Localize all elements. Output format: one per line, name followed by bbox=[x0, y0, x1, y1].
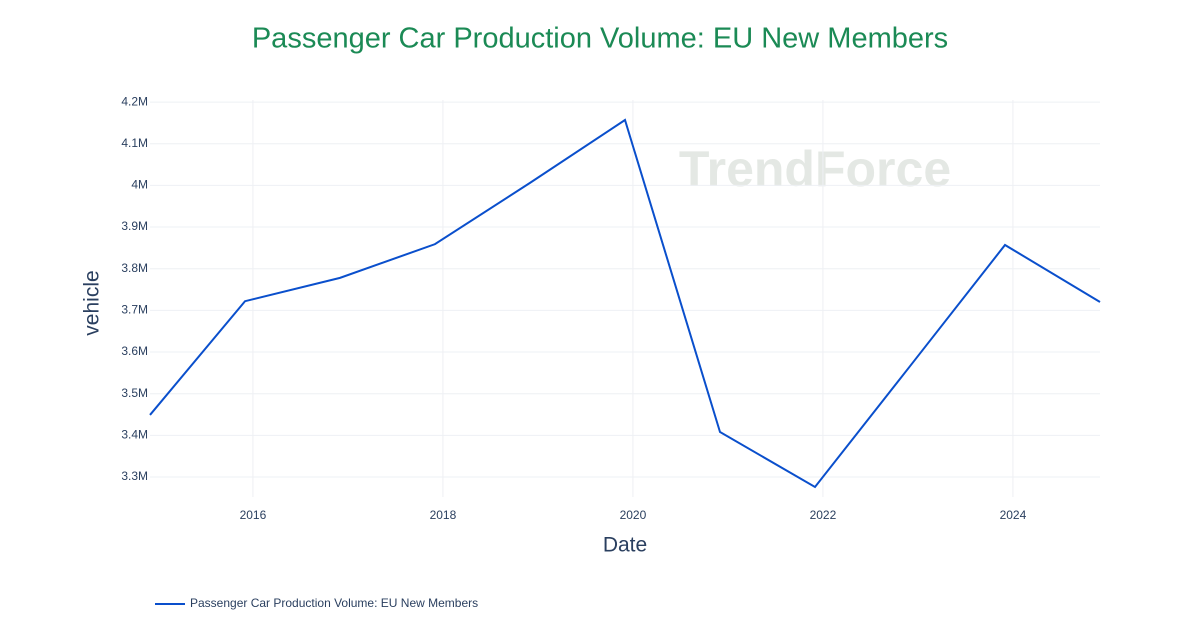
legend-label: Passenger Car Production Volume: EU New … bbox=[190, 596, 478, 610]
y-axis-label: vehicle bbox=[81, 270, 104, 335]
y-tick-label: 3.7M bbox=[121, 303, 148, 317]
y-tick-label: 3.5M bbox=[121, 386, 148, 400]
x-tick-label: 2016 bbox=[240, 508, 267, 522]
data-line bbox=[149, 118, 1101, 489]
y-tick-label: 4.2M bbox=[121, 94, 148, 108]
y-tick-label: 3.9M bbox=[121, 219, 148, 233]
x-tick-label: 2024 bbox=[1000, 508, 1027, 522]
chart-title: Passenger Car Production Volume: EU New … bbox=[252, 23, 948, 55]
x-tick-label: 2018 bbox=[430, 508, 457, 522]
watermark: TrendForce bbox=[679, 141, 951, 197]
y-tick-label: 3.4M bbox=[121, 428, 148, 442]
x-tick-label: 2022 bbox=[810, 508, 837, 522]
x-axis-label: Date bbox=[603, 534, 647, 557]
y-tick-label: 4.1M bbox=[121, 136, 148, 150]
x-tick-label: 2020 bbox=[620, 508, 647, 522]
y-tick-label: 3.3M bbox=[121, 469, 148, 483]
y-tick-label: 4M bbox=[131, 178, 148, 192]
y-tick-label: 3.6M bbox=[121, 344, 148, 358]
y-tick-label: 3.8M bbox=[121, 261, 148, 275]
